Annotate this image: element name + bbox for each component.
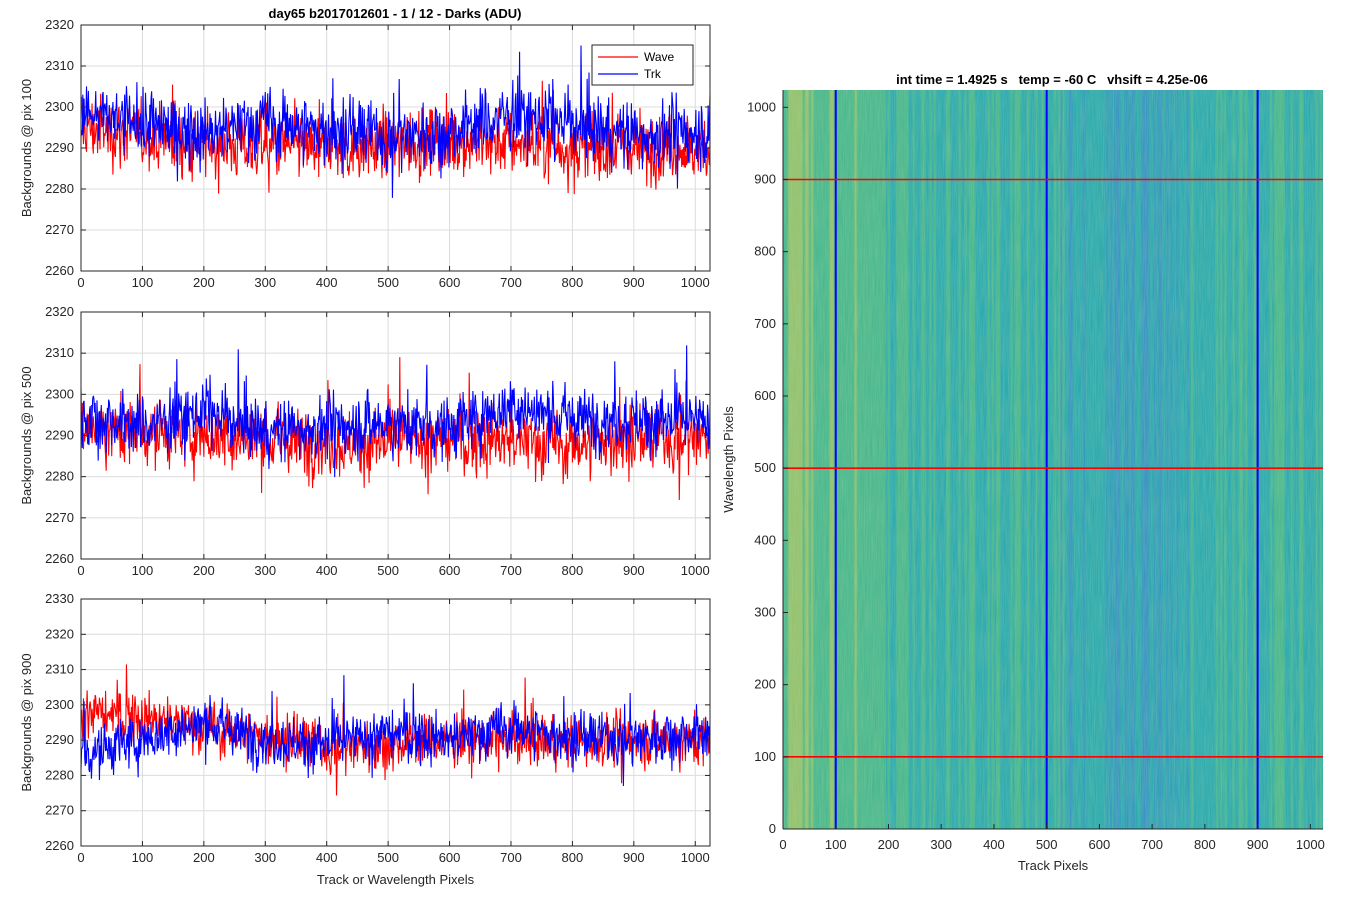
plot-pix-100: 0 100 200 300 400 500 600 700 800 900 1000 2260 2270… — [19, 17, 711, 290]
x-tick-label: 400 — [316, 563, 338, 578]
y-tick-label: 400 — [754, 532, 776, 547]
x-tick-label: 900 — [623, 275, 645, 290]
x-tick-label: 0 — [77, 563, 84, 578]
x-tick-label: 900 — [1247, 837, 1269, 852]
x-tick-label: 100 — [825, 837, 847, 852]
legend-label-trk: Trk — [644, 67, 662, 81]
y-tick-label: 2270 — [45, 803, 74, 818]
y-tick-label: 2290 — [45, 428, 74, 443]
y-axis-label: Backgrounds @ pix 900 — [19, 653, 34, 791]
x-tick-label: 0 — [77, 850, 84, 865]
series-line-trk — [81, 675, 710, 787]
y-tick-label: 300 — [754, 604, 776, 619]
legend: Wave Trk — [591, 44, 694, 86]
x-tick-label: 200 — [878, 837, 900, 852]
axes-frame — [80, 598, 711, 847]
x-tick-label: 300 — [254, 850, 276, 865]
series-line-trk — [81, 345, 710, 478]
x-tick-label: 800 — [562, 275, 584, 290]
x-tick-label: 600 — [439, 850, 461, 865]
y-tick-label: 2310 — [45, 58, 74, 73]
y-tick-label: 1000 — [747, 99, 776, 114]
y-tick-label: 800 — [754, 244, 776, 259]
y-tick-label: 2310 — [45, 662, 74, 677]
x-tick-label: 0 — [779, 837, 786, 852]
x-tick-label: 700 — [1141, 837, 1163, 852]
y-tick-label: 2300 — [45, 386, 74, 401]
y-axis-label: Backgrounds @ pix 500 — [19, 366, 34, 504]
y-tick-label: 2280 — [45, 767, 74, 782]
y-tick-label: 900 — [754, 171, 776, 186]
y-tick-label: 2330 — [45, 591, 74, 606]
y-tick-label: 2290 — [45, 732, 74, 747]
y-tick-label: 2280 — [45, 181, 74, 196]
x-tick-label: 1000 — [1296, 837, 1325, 852]
x-tick-label: 300 — [254, 275, 276, 290]
x-tick-label: 100 — [132, 850, 154, 865]
heatmap-texture — [783, 90, 1323, 829]
x-tick-label: 600 — [439, 563, 461, 578]
x-tick-label: 900 — [623, 563, 645, 578]
x-tick-label: 100 — [132, 275, 154, 290]
x-tick-label: 100 — [132, 563, 154, 578]
x-tick-label: 500 — [377, 850, 399, 865]
x-tick-label: 500 — [1036, 837, 1058, 852]
y-tick-label: 2310 — [45, 345, 74, 360]
x-tick-label: 800 — [562, 563, 584, 578]
legend-box — [591, 44, 694, 86]
plot-pix-500: 0 100 200 300 400 500 600 700 800 900 1000 2260 2270… — [19, 304, 711, 578]
y-tick-label: 500 — [754, 460, 776, 475]
y-tick-label: 600 — [754, 388, 776, 403]
x-tick-label: 300 — [930, 837, 952, 852]
image-title: int time = 1.4925 s temp = -60 C vhsift … — [896, 72, 1208, 87]
plot-pix-900: 0 100 200 300 400 500 600 700 800 900 1000 2260 2270… — [19, 591, 711, 887]
y-tick-label: 2300 — [45, 697, 74, 712]
y-tick-label: 2260 — [45, 551, 74, 566]
x-axis-label: Track Pixels — [1018, 858, 1089, 873]
y-axis-label: Backgrounds @ pix 100 — [19, 79, 34, 217]
x-tick-label: 400 — [316, 275, 338, 290]
series-line-trk — [81, 45, 710, 198]
y-tick-label: 2300 — [45, 99, 74, 114]
x-tick-label: 1000 — [681, 275, 710, 290]
x-tick-label: 700 — [500, 275, 522, 290]
y-tick-label: 2320 — [45, 626, 74, 641]
x-tick-label: 200 — [193, 563, 215, 578]
suptitle: day65 b2017012601 - 1 / 12 - Darks (ADU) — [269, 6, 522, 21]
x-tick-label: 900 — [623, 850, 645, 865]
x-tick-label: 800 — [562, 850, 584, 865]
y-tick-label: 0 — [769, 821, 776, 836]
x-tick-label: 400 — [983, 837, 1005, 852]
y-tick-label: 200 — [754, 677, 776, 692]
y-tick-label: 2280 — [45, 469, 74, 484]
x-tick-label: 700 — [500, 563, 522, 578]
x-tick-label: 200 — [193, 850, 215, 865]
y-tick-label: 2270 — [45, 222, 74, 237]
y-tick-label: 2320 — [45, 17, 74, 32]
y-tick-label: 2320 — [45, 304, 74, 319]
x-tick-label: 1000 — [681, 850, 710, 865]
x-tick-label: 1000 — [681, 563, 710, 578]
x-axis-label: Track or Wavelength Pixels — [317, 872, 475, 887]
x-tick-label: 800 — [1194, 837, 1216, 852]
y-tick-label: 2260 — [45, 263, 74, 278]
x-tick-label: 200 — [193, 275, 215, 290]
x-tick-label: 700 — [500, 850, 522, 865]
x-tick-label: 500 — [377, 563, 399, 578]
x-tick-label: 600 — [439, 275, 461, 290]
y-tick-label: 700 — [754, 316, 776, 331]
y-axis-label: Wavelength Pixels — [721, 406, 736, 513]
y-tick-label: 100 — [754, 749, 776, 764]
x-tick-label: 0 — [77, 275, 84, 290]
legend-label-wave: Wave — [644, 50, 675, 64]
x-tick-label: 400 — [316, 850, 338, 865]
heatmap-image: 0 100 200 300 400 500 600 700 800 900 1000 0 100 200 3… — [721, 90, 1325, 873]
x-tick-label: 300 — [254, 563, 276, 578]
y-tick-label: 2290 — [45, 140, 74, 155]
y-tick-label: 2260 — [45, 838, 74, 853]
x-tick-label: 500 — [377, 275, 399, 290]
y-tick-label: 2270 — [45, 510, 74, 525]
x-tick-label: 600 — [1089, 837, 1111, 852]
